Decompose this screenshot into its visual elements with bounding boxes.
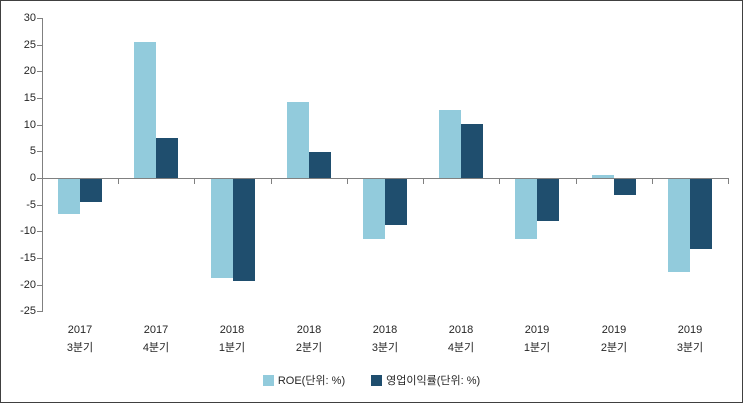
- bar-operating-margin: [690, 179, 712, 249]
- x-axis-tick: [728, 178, 729, 184]
- y-axis-tick: [37, 71, 42, 72]
- x-axis-category-label: 2019 2분기: [600, 324, 628, 354]
- x-axis-tick: [423, 178, 424, 184]
- x-axis-tick: [118, 178, 119, 184]
- y-axis-tick-label: 30: [23, 12, 36, 24]
- x-axis-category-label: 2017 4분기: [142, 324, 170, 354]
- bar-roe: [439, 110, 461, 178]
- x-axis-category-label: 2019 1분기: [523, 324, 551, 354]
- x-axis-tick: [271, 178, 272, 184]
- y-axis-tick-label: 20: [23, 65, 36, 77]
- y-axis-tick-label: -10: [20, 225, 36, 237]
- y-axis-tick-label: -5: [26, 199, 36, 211]
- bar-roe: [668, 179, 690, 272]
- x-axis-tick: [576, 178, 577, 184]
- x-axis-tick: [42, 178, 43, 184]
- x-axis-tick: [652, 178, 653, 184]
- bar-roe: [592, 175, 614, 178]
- x-axis-category-label: 2018 3분기: [371, 324, 399, 354]
- y-axis-tick-label: 5: [29, 145, 36, 157]
- y-axis-tick: [37, 125, 42, 126]
- bar-roe: [287, 102, 309, 178]
- y-axis-tick-label: -15: [20, 252, 36, 264]
- bar-operating-margin: [309, 152, 331, 178]
- bar-operating-margin: [233, 179, 255, 281]
- bar-operating-margin: [537, 179, 559, 221]
- bar-operating-margin: [156, 138, 178, 178]
- legend-label-roe: ROE(단위: %): [277, 375, 346, 387]
- y-axis-tick-label: -20: [20, 279, 36, 291]
- bar-roe: [58, 179, 80, 214]
- x-axis-tick: [499, 178, 500, 184]
- x-axis-tick: [347, 178, 348, 184]
- x-axis-line: [42, 178, 728, 179]
- bar-operating-margin: [385, 179, 407, 225]
- y-axis-tick: [37, 205, 42, 206]
- x-axis-category-label: 2018 1분기: [218, 324, 246, 354]
- y-axis-tick: [37, 98, 42, 99]
- x-axis-category-label: 2017 3분기: [66, 324, 94, 354]
- y-axis-line: [42, 18, 43, 312]
- legend-item-roe: ROE(단위: %): [262, 372, 346, 388]
- legend-label-operating-margin: 영업이익률(단위: %): [386, 375, 481, 387]
- y-axis-tick-label: 15: [23, 92, 36, 104]
- legend-item-operating-margin: 영업이익률(단위: %): [371, 372, 480, 388]
- bar-roe: [363, 179, 385, 239]
- y-axis-tick: [37, 311, 42, 312]
- y-axis-tick: [37, 285, 42, 286]
- bar-operating-margin: [80, 179, 102, 202]
- bar-roe: [134, 42, 156, 178]
- y-axis-tick: [37, 45, 42, 46]
- x-axis-tick: [194, 178, 195, 184]
- legend-swatch-operating-margin: [371, 374, 383, 386]
- y-axis-tick: [37, 258, 42, 259]
- chart-legend: ROE(단위: %) 영업이익률(단위: %): [1, 372, 742, 388]
- legend-swatch-roe: [262, 374, 274, 386]
- y-axis-tick: [37, 178, 42, 179]
- y-axis-tick: [37, 231, 42, 232]
- y-axis-tick-label: 25: [23, 39, 36, 51]
- y-axis-tick-label: 0: [29, 172, 36, 184]
- y-axis-tick: [37, 151, 42, 152]
- bar-roe: [211, 179, 233, 278]
- x-axis-category-label: 2018 4분기: [447, 324, 475, 354]
- y-axis-tick-label: -25: [20, 305, 36, 317]
- x-axis-category-label: 2019 3분기: [676, 324, 704, 354]
- x-axis-category-label: 2018 2분기: [295, 324, 323, 354]
- y-axis-tick: [37, 18, 42, 19]
- bar-operating-margin: [461, 124, 483, 178]
- bar-operating-margin: [614, 179, 636, 195]
- bar-roe: [515, 179, 537, 239]
- y-axis-tick-label: 10: [23, 119, 36, 131]
